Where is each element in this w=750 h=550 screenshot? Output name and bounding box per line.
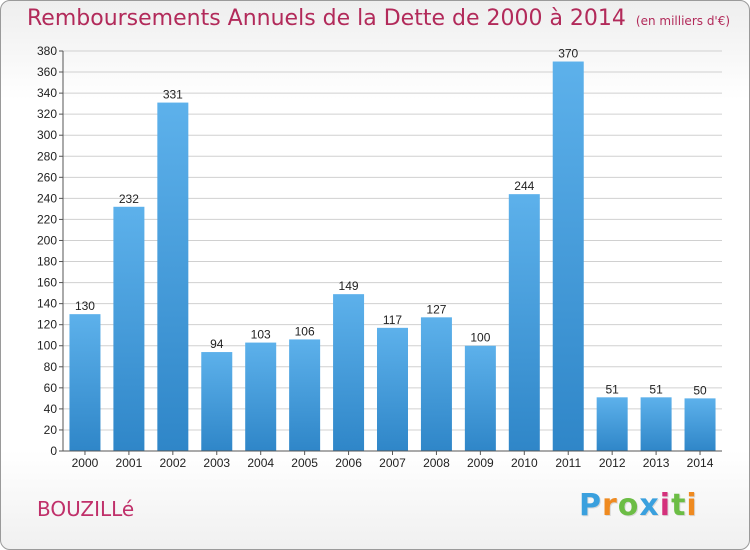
bar: [289, 339, 321, 451]
bar: [552, 61, 584, 452]
x-tick-label: 2000: [72, 456, 99, 470]
place-name: BOUZILLé: [37, 497, 135, 521]
bar-value-label: 103: [251, 328, 271, 342]
axes: 0 20 40 60 80 100 120 140 160 180 200 220 240 260 280 3…: [37, 44, 722, 470]
x-tick-label: 2004: [247, 456, 274, 470]
y-tick-label: 40: [44, 402, 58, 416]
bar: [69, 314, 101, 451]
x-tick-label: 2006: [335, 456, 362, 470]
bar-value-label: 117: [383, 313, 402, 327]
x-tick-label: 2013: [643, 456, 670, 470]
x-tick-label: 2007: [379, 456, 406, 470]
y-tick-label: 180: [37, 255, 57, 269]
x-tick-label: 2014: [687, 456, 714, 470]
y-tick-label: 20: [44, 423, 58, 437]
y-tick-label: 340: [37, 86, 57, 100]
bar-value-label: 370: [558, 47, 578, 61]
bar-value-label: 51: [605, 382, 619, 396]
chart-title: Remboursements Annuels de la Dette de 20…: [27, 6, 731, 31]
bar: [245, 342, 277, 451]
bars: 130 232 331 94 103 106 149 117 127 100 244 370 51 51 5…: [69, 47, 716, 452]
y-tick-label: 100: [37, 339, 57, 353]
bar: [201, 352, 233, 451]
bar-value-label: 50: [693, 383, 707, 397]
x-tick-label: 2009: [467, 456, 494, 470]
y-tick-label: 120: [37, 318, 57, 332]
bar: [377, 327, 408, 451]
bar-value-label: 130: [75, 299, 95, 313]
y-tick-label: 140: [37, 297, 57, 311]
x-tick-label: 2005: [291, 456, 318, 470]
y-tick-label: 300: [37, 128, 57, 142]
x-tick-label: 2011: [555, 456, 581, 470]
bar-value-label: 127: [426, 302, 446, 316]
y-tick-label: 240: [37, 191, 57, 205]
unit-label: (en milliers d'€): [635, 14, 731, 28]
y-tick-label: 60: [44, 381, 58, 395]
bar-value-label: 232: [119, 192, 139, 206]
x-tick-label: 2010: [511, 456, 538, 470]
y-tick-label: 260: [37, 170, 57, 184]
x-tick-label: 2002: [159, 456, 186, 470]
bar-value-label: 331: [163, 88, 183, 102]
y-tick-label: 220: [37, 212, 57, 226]
bar-value-label: 94: [210, 337, 224, 351]
bar: [420, 317, 452, 451]
bar: [333, 294, 365, 451]
bar-value-label: 149: [339, 279, 359, 293]
bar: [508, 194, 540, 451]
x-tick-label: 2012: [599, 456, 626, 470]
x-tick-label: 2003: [203, 456, 230, 470]
y-tick-label: 360: [37, 65, 57, 79]
y-tick-label: 200: [37, 233, 57, 247]
bar: [596, 397, 628, 451]
bar: [640, 397, 672, 451]
bar-value-label: 106: [295, 324, 315, 338]
x-tick-label: 2008: [423, 456, 450, 470]
bar: [464, 345, 496, 451]
bar-value-label: 51: [649, 382, 663, 396]
y-tick-label: 320: [37, 107, 57, 121]
bar-value-label: 100: [470, 331, 490, 345]
y-tick-label: 160: [37, 276, 57, 290]
bar: [113, 206, 145, 451]
bar: [157, 102, 189, 451]
x-tick-label: 2001: [116, 456, 143, 470]
y-tick-label: 280: [37, 149, 57, 163]
proxiti-logo[interactable]: Proxiti: [579, 488, 698, 523]
y-tick-label: 380: [37, 44, 57, 58]
bar-value-label: 244: [514, 179, 534, 193]
y-tick-label: 0: [50, 444, 57, 458]
y-tick-label: 80: [44, 360, 58, 374]
bar: [684, 398, 716, 451]
